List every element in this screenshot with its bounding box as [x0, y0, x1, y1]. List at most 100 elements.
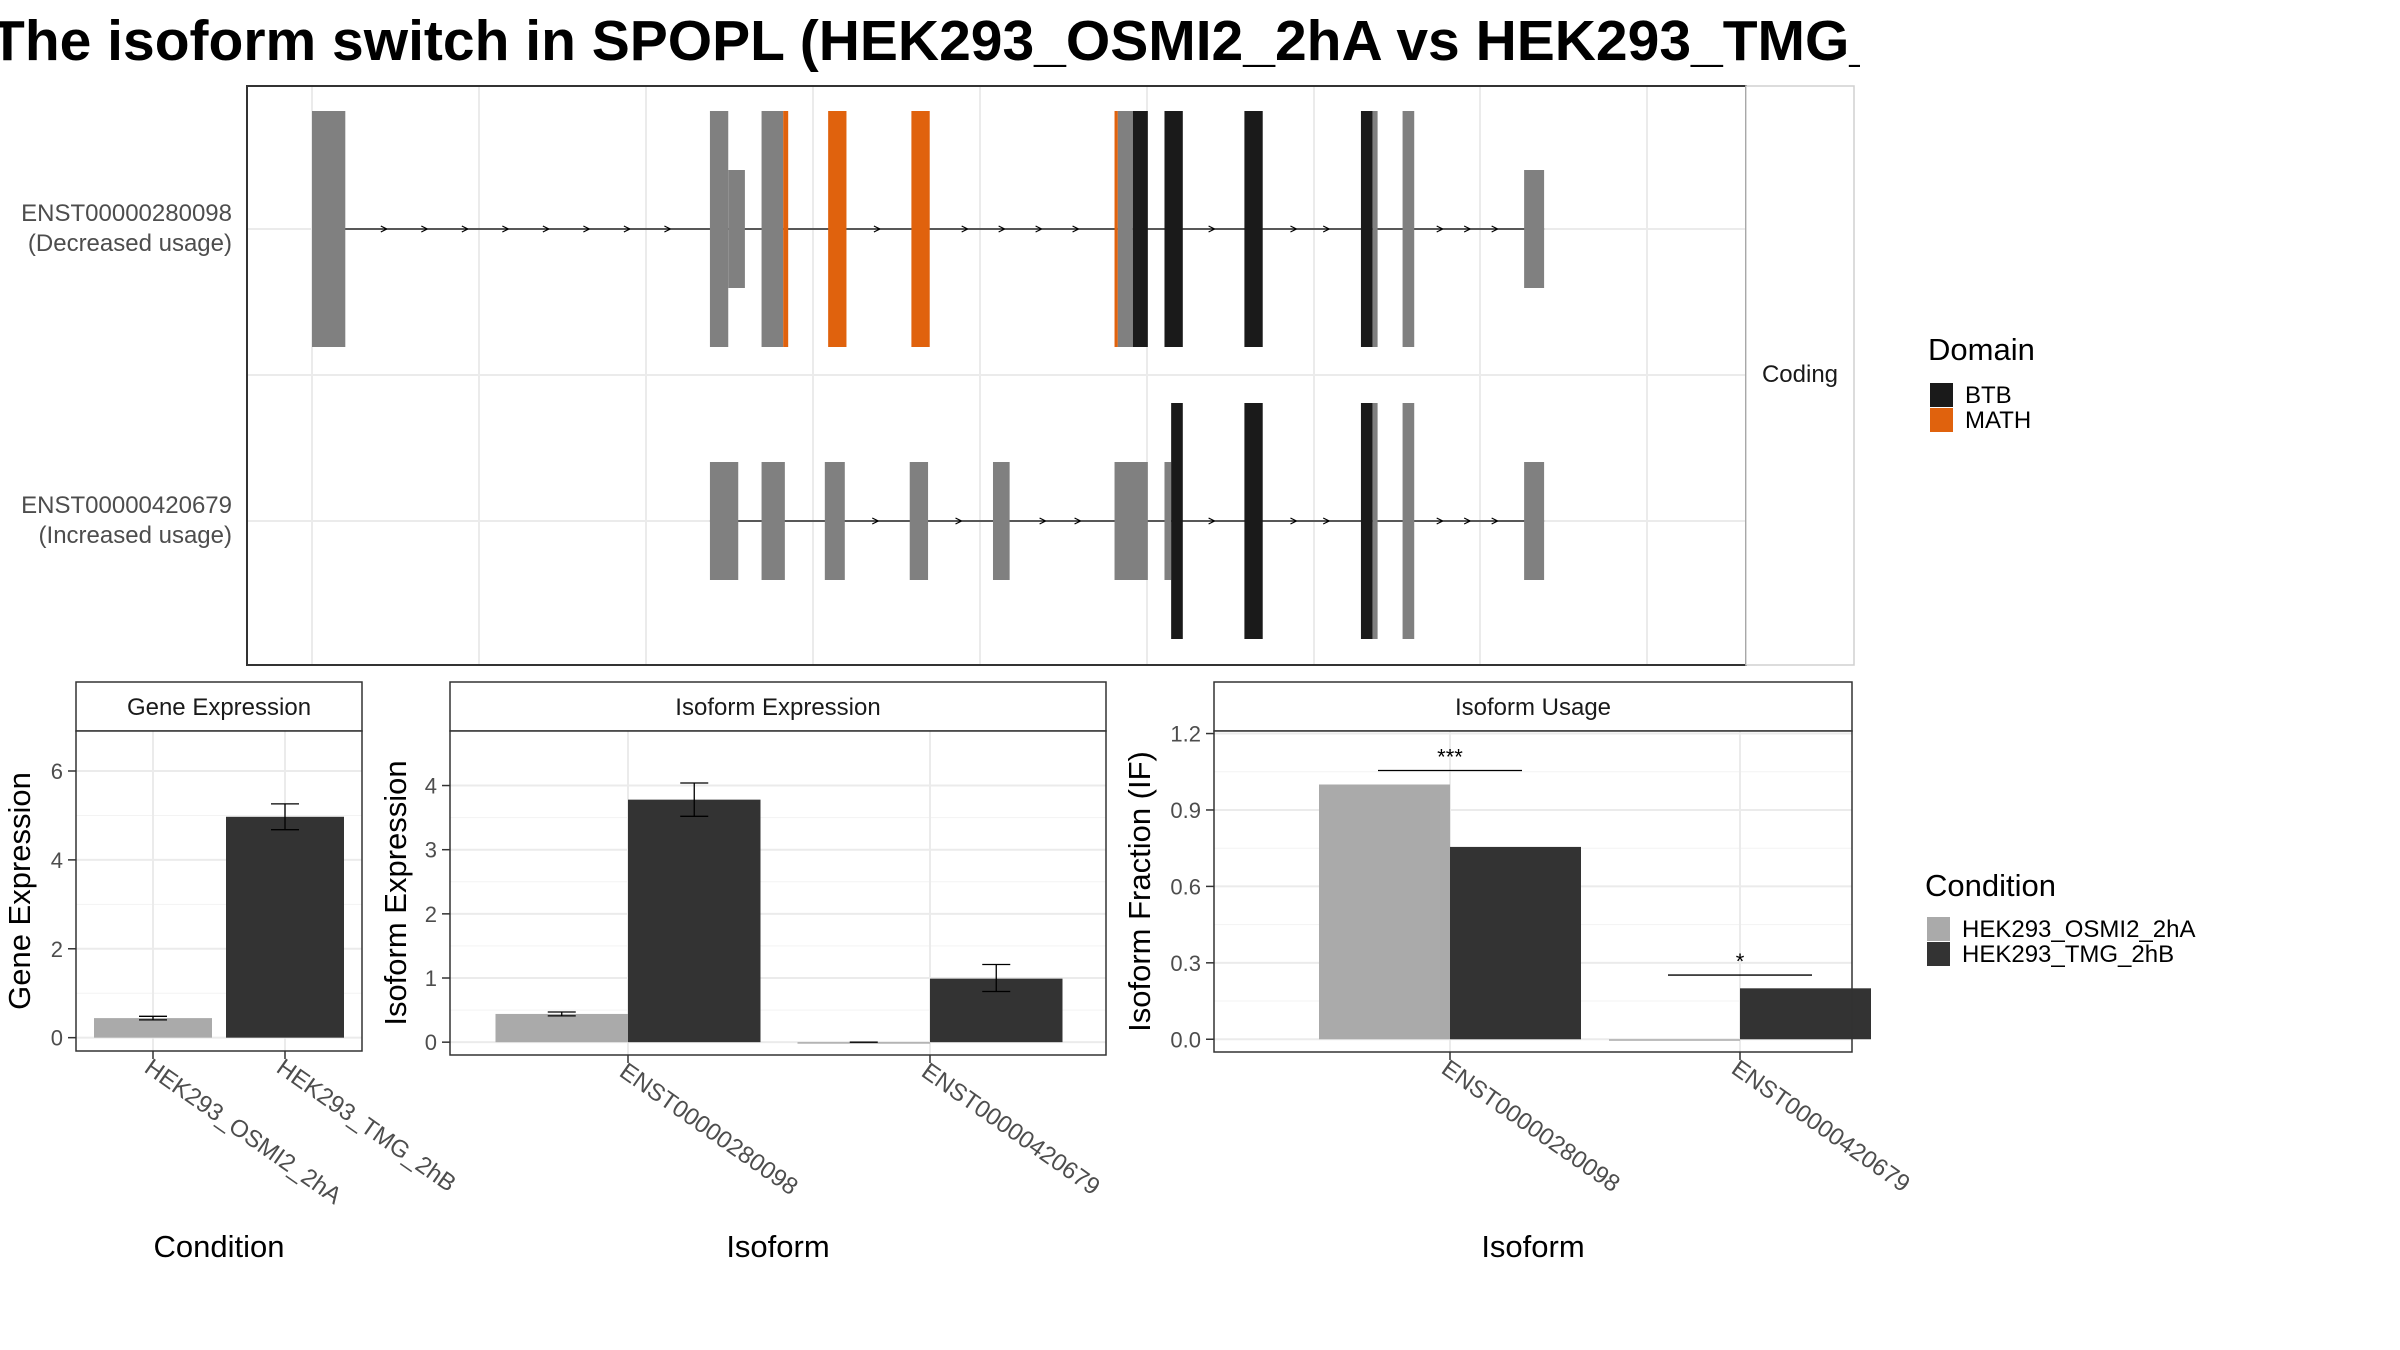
intron-arrow: [1290, 517, 1298, 525]
intron-arrow: [1436, 517, 1445, 525]
isoform-usage-chart: Isoform Usage****0.00.30.60.91.2ENST0000…: [1122, 681, 1915, 1264]
exon-block: [761, 462, 785, 580]
condition-legend-key: [1927, 942, 1950, 966]
significance-label: ***: [1437, 744, 1463, 769]
plot-border: [75, 730, 363, 1052]
bar: [628, 799, 761, 1043]
y-tick-label: 0.0: [1170, 1027, 1201, 1052]
x-tick-label: ENST00000280098: [615, 1058, 803, 1201]
y-axis-title: Isoform Fraction (IF): [1122, 751, 1157, 1032]
intron-arrow: [1491, 225, 1499, 233]
y-tick-label: 0: [51, 1026, 63, 1051]
y-tick-label: 1: [425, 966, 437, 991]
y-tick-label: 0.3: [1170, 951, 1201, 976]
isoform-usage-label: (Increased usage): [39, 522, 232, 549]
y-tick-label: 6: [51, 759, 63, 784]
chart-title: The isoform switch in SPOPL (HEK293_OSMI…: [0, 9, 1860, 73]
condition-legend-key: [1927, 917, 1950, 941]
error-bar: [271, 803, 299, 831]
domain-legend-title: Domain: [1928, 332, 2035, 367]
exon-block: [992, 462, 1010, 580]
chart-title: Isoform Usage: [1455, 694, 1611, 721]
x-axis-title: Isoform: [1481, 1229, 1584, 1264]
intron-arrow: [998, 225, 1006, 233]
y-tick-label: 0.9: [1170, 798, 1201, 823]
bar: [1740, 988, 1871, 1040]
domain-legend-key: [1930, 408, 1953, 432]
exon-block: [1402, 403, 1415, 639]
domain-block-btb: [1132, 111, 1148, 347]
x-axis-title: Isoform: [726, 1229, 829, 1264]
x-tick-label: ENST00000420679: [917, 1058, 1105, 1201]
exon-block: [1524, 170, 1545, 288]
intron-arrow: [1208, 225, 1216, 233]
transcript-structure-panel: [246, 85, 1747, 666]
domain-legend-key: [1930, 383, 1953, 407]
isoform-labels: ENST00000280098 (Decreased usage) ENST0000…: [21, 200, 232, 549]
bar: [495, 1013, 628, 1043]
isoform-track: [247, 111, 1746, 347]
bar: [94, 1018, 212, 1038]
domain-block-btb: [1360, 111, 1373, 347]
domain-block-math: [1114, 111, 1118, 347]
bar: [226, 816, 344, 1038]
intron-arrow: [380, 225, 389, 233]
intron-arrow: [461, 225, 470, 233]
condition-legend-title: Condition: [1925, 868, 2056, 903]
isoform-id-label: ENST00000420679: [21, 492, 232, 519]
intron-arrow: [1322, 225, 1331, 233]
bar: [1319, 784, 1450, 1040]
chart-title-wrap: The isoform switch in SPOPL (HEK293_OSMI…: [0, 0, 1860, 90]
exon-block: [1117, 111, 1133, 347]
y-tick-label: 4: [51, 848, 63, 873]
plot-border: [1213, 730, 1853, 1053]
significance-label: *: [1736, 949, 1745, 974]
error-bar: [547, 1011, 576, 1017]
intron-arrow: [1322, 517, 1331, 525]
chart-title: Gene Expression: [127, 694, 311, 721]
intron-arrow: [1039, 517, 1047, 525]
bar: [1609, 1039, 1740, 1041]
y-tick-label: 0: [425, 1030, 437, 1055]
y-tick-label: 2: [425, 902, 437, 927]
structure-facet-strip: Coding: [1745, 85, 1855, 666]
error-bar: [139, 1015, 167, 1021]
exon-block: [312, 111, 346, 347]
domain-legend-label: MATH: [1965, 407, 2031, 434]
error-bar: [982, 963, 1011, 993]
isoform-track: [247, 403, 1746, 639]
bar: [797, 1042, 930, 1044]
domain-block-math: [828, 111, 847, 347]
domain-block-btb: [1360, 403, 1373, 639]
domain-block-btb: [1171, 403, 1183, 639]
isoform-usage-label: (Decreased usage): [28, 230, 232, 257]
exon-block: [709, 111, 729, 347]
exon-block: [824, 462, 845, 580]
exon-block: [709, 462, 739, 580]
y-tick-label: 3: [425, 838, 437, 863]
intron-arrow: [873, 225, 882, 233]
chart-strip: [75, 681, 363, 732]
intron-arrow: [623, 225, 632, 233]
x-tick-label: ENST00000420679: [1727, 1055, 1915, 1198]
intron-arrow: [421, 225, 429, 233]
bar: [1450, 846, 1581, 1040]
intron-arrow: [955, 517, 963, 525]
intron-arrow: [961, 225, 970, 233]
intron-arrow: [1208, 517, 1216, 525]
condition-legend-label: HEK293_OSMI2_2hA: [1962, 916, 2195, 943]
x-axis-title: Condition: [154, 1229, 285, 1264]
domain-block-btb: [1244, 403, 1263, 639]
exon-block: [1372, 111, 1378, 347]
domain-block-btb: [1164, 111, 1183, 347]
intron-arrow: [1436, 225, 1445, 233]
chart-title: Isoform Expression: [675, 694, 880, 721]
y-axis-title: Gene Expression: [2, 772, 37, 1010]
intron-arrow: [583, 225, 591, 233]
intron-arrow: [1290, 225, 1298, 233]
exon-block: [909, 462, 929, 580]
domain-block-math: [783, 111, 789, 347]
exon-block: [728, 170, 745, 288]
